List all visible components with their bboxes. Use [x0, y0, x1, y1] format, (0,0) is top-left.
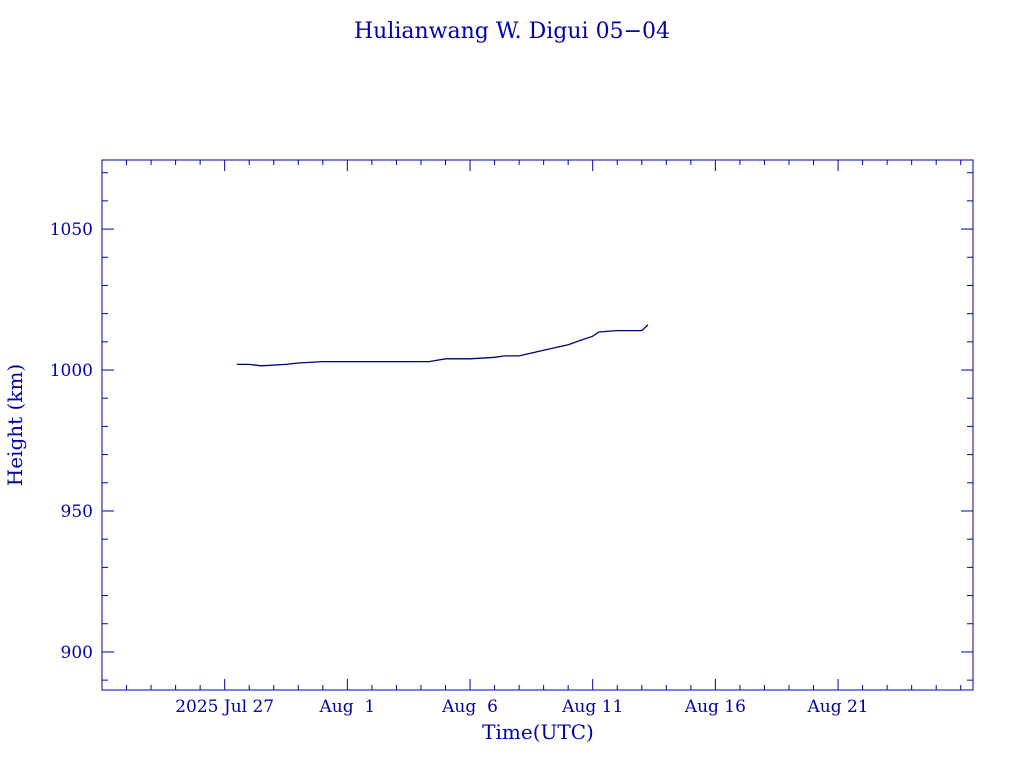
plot-frame	[101, 159, 974, 691]
y-tick-label: 1050	[50, 220, 93, 240]
series-line-height	[236, 324, 649, 367]
x-axis-ticks	[101, 160, 962, 690]
y-axis-tick-labels: 900 950 1000 1050	[50, 220, 93, 663]
y-tick-label: 900	[61, 643, 93, 663]
y-tick-label: 950	[61, 502, 93, 522]
x-axis-tick-labels: 2025 Jul 27 Aug 1 Aug 6 Aug 11 Aug 16 Aug 21	[175, 697, 868, 717]
x-tick-label: Aug 11	[561, 697, 623, 717]
x-axis-label: Time(UTC)	[482, 720, 594, 744]
x-tick-label: 2025 Jul 27	[175, 697, 274, 717]
x-tick-label: Aug 21	[806, 697, 868, 717]
y-tick-label: 1000	[50, 361, 93, 381]
x-tick-label: Aug 6	[441, 697, 498, 717]
y-axis-label: Height (km)	[3, 364, 27, 486]
x-tick-label: Aug 1	[318, 697, 375, 717]
chart-title: Hulianwang W. Digui 05−04	[354, 19, 670, 44]
x-tick-label: Aug 16	[684, 697, 746, 717]
y-axis-ticks	[102, 172, 973, 681]
